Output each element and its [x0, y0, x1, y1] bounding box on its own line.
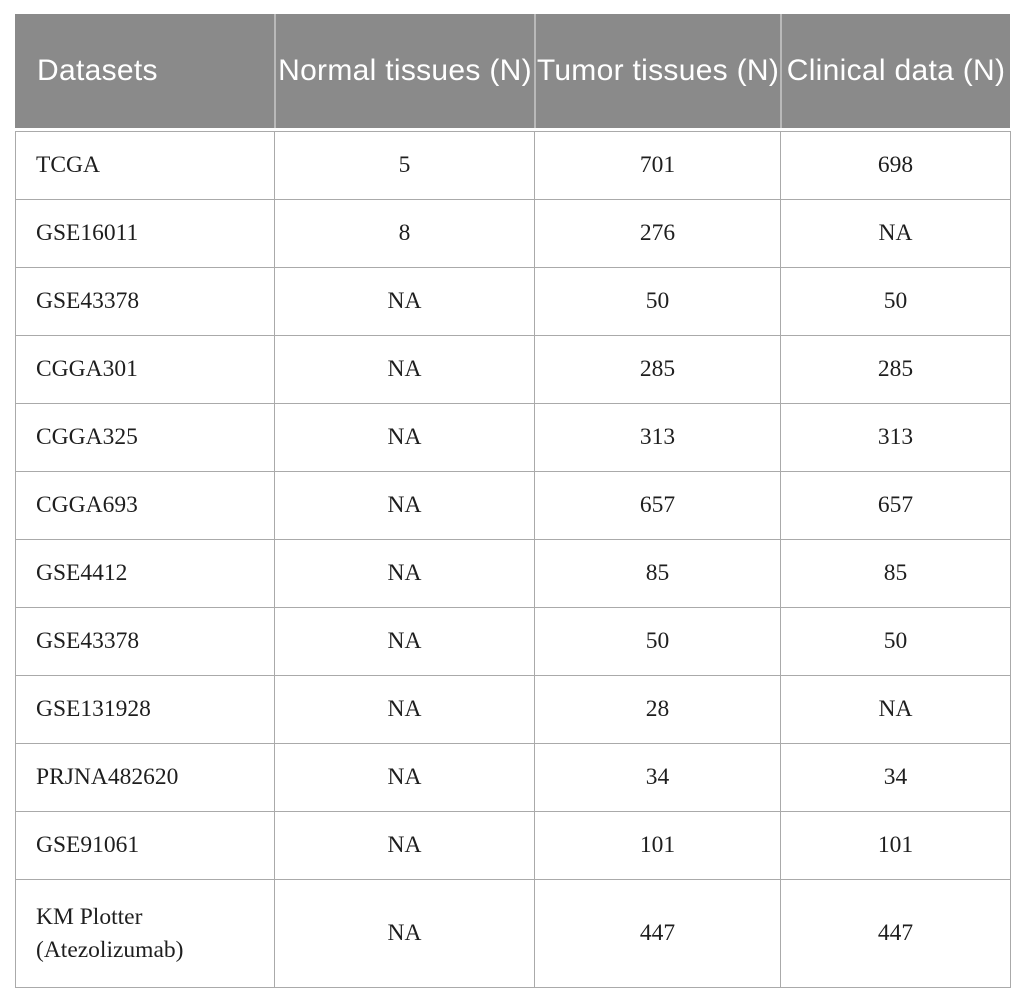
cell-clinical-data: 698: [780, 131, 1011, 200]
cell-dataset: GSE131928: [15, 675, 275, 744]
table-row: CGGA325 NA 313 313: [15, 403, 1011, 472]
cell-tumor-tissues: 285: [534, 335, 781, 404]
table-row: GSE4412 NA 85 85: [15, 539, 1011, 608]
cell-tumor-tissues: 50: [534, 607, 781, 676]
cell-clinical-data: 285: [780, 335, 1011, 404]
cell-tumor-tissues: 50: [534, 267, 781, 336]
cell-dataset: GSE43378: [15, 267, 275, 336]
table-row: GSE131928 NA 28 NA: [15, 675, 1011, 744]
header-cell-tumor-tissues: Tumor tissues (N): [534, 14, 780, 128]
datasets-table: Datasets Normal tissues (N) Tumor tissue…: [15, 14, 1011, 988]
table-row: GSE16011 8 276 NA: [15, 199, 1011, 268]
cell-tumor-tissues: 276: [534, 199, 781, 268]
table-body: TCGA 5 701 698 GSE16011 8 276 NA GSE43378 NA 50 50 C…: [15, 131, 1011, 988]
cell-clinical-data: 313: [780, 403, 1011, 472]
cell-clinical-data: 447: [780, 879, 1011, 988]
cell-clinical-data: 50: [780, 607, 1011, 676]
cell-normal-tissues: NA: [274, 879, 535, 988]
table-row: TCGA 5 701 698: [15, 131, 1011, 200]
cell-tumor-tissues: 313: [534, 403, 781, 472]
table-row: GSE43378 NA 50 50: [15, 607, 1011, 676]
cell-normal-tissues: NA: [274, 675, 535, 744]
cell-normal-tissues: 8: [274, 199, 535, 268]
header-cell-datasets: Datasets: [37, 54, 158, 88]
cell-tumor-tissues: 34: [534, 743, 781, 812]
cell-normal-tissues: NA: [274, 403, 535, 472]
header-cell-normal-tissues: Normal tissues (N): [274, 14, 534, 128]
cell-normal-tissues: NA: [274, 743, 535, 812]
cell-tumor-tissues: 701: [534, 131, 781, 200]
cell-tumor-tissues: 657: [534, 471, 781, 540]
cell-clinical-data: NA: [780, 675, 1011, 744]
table-header: Datasets Normal tissues (N) Tumor tissue…: [15, 14, 1010, 128]
table-row: KM Plotter (Atezolizumab) NA 447 447: [15, 879, 1011, 988]
cell-clinical-data: 101: [780, 811, 1011, 880]
cell-clinical-data: NA: [780, 199, 1011, 268]
cell-normal-tissues: NA: [274, 539, 535, 608]
table-row: GSE43378 NA 50 50: [15, 267, 1011, 336]
cell-dataset: GSE16011: [15, 199, 275, 268]
cell-clinical-data: 85: [780, 539, 1011, 608]
cell-normal-tissues: NA: [274, 335, 535, 404]
cell-tumor-tissues: 101: [534, 811, 781, 880]
cell-dataset: CGGA693: [15, 471, 275, 540]
table-row: PRJNA482620 NA 34 34: [15, 743, 1011, 812]
cell-dataset: GSE43378: [15, 607, 275, 676]
cell-dataset: KM Plotter (Atezolizumab): [15, 879, 275, 988]
cell-normal-tissues: NA: [274, 471, 535, 540]
cell-clinical-data: 34: [780, 743, 1011, 812]
cell-dataset: CGGA325: [15, 403, 275, 472]
table-row: CGGA693 NA 657 657: [15, 471, 1011, 540]
cell-tumor-tissues: 28: [534, 675, 781, 744]
cell-normal-tissues: NA: [274, 267, 535, 336]
cell-tumor-tissues: 85: [534, 539, 781, 608]
cell-dataset: GSE4412: [15, 539, 275, 608]
cell-tumor-tissues: 447: [534, 879, 781, 988]
cell-normal-tissues: NA: [274, 607, 535, 676]
cell-dataset: TCGA: [15, 131, 275, 200]
cell-clinical-data: 657: [780, 471, 1011, 540]
cell-normal-tissues: 5: [274, 131, 535, 200]
cell-dataset: GSE91061: [15, 811, 275, 880]
cell-clinical-data: 50: [780, 267, 1011, 336]
cell-normal-tissues: NA: [274, 811, 535, 880]
table-row: CGGA301 NA 285 285: [15, 335, 1011, 404]
cell-dataset: PRJNA482620: [15, 743, 275, 812]
cell-dataset: CGGA301: [15, 335, 275, 404]
header-cell-clinical-data: Clinical data (N): [780, 14, 1010, 128]
table-row: GSE91061 NA 101 101: [15, 811, 1011, 880]
